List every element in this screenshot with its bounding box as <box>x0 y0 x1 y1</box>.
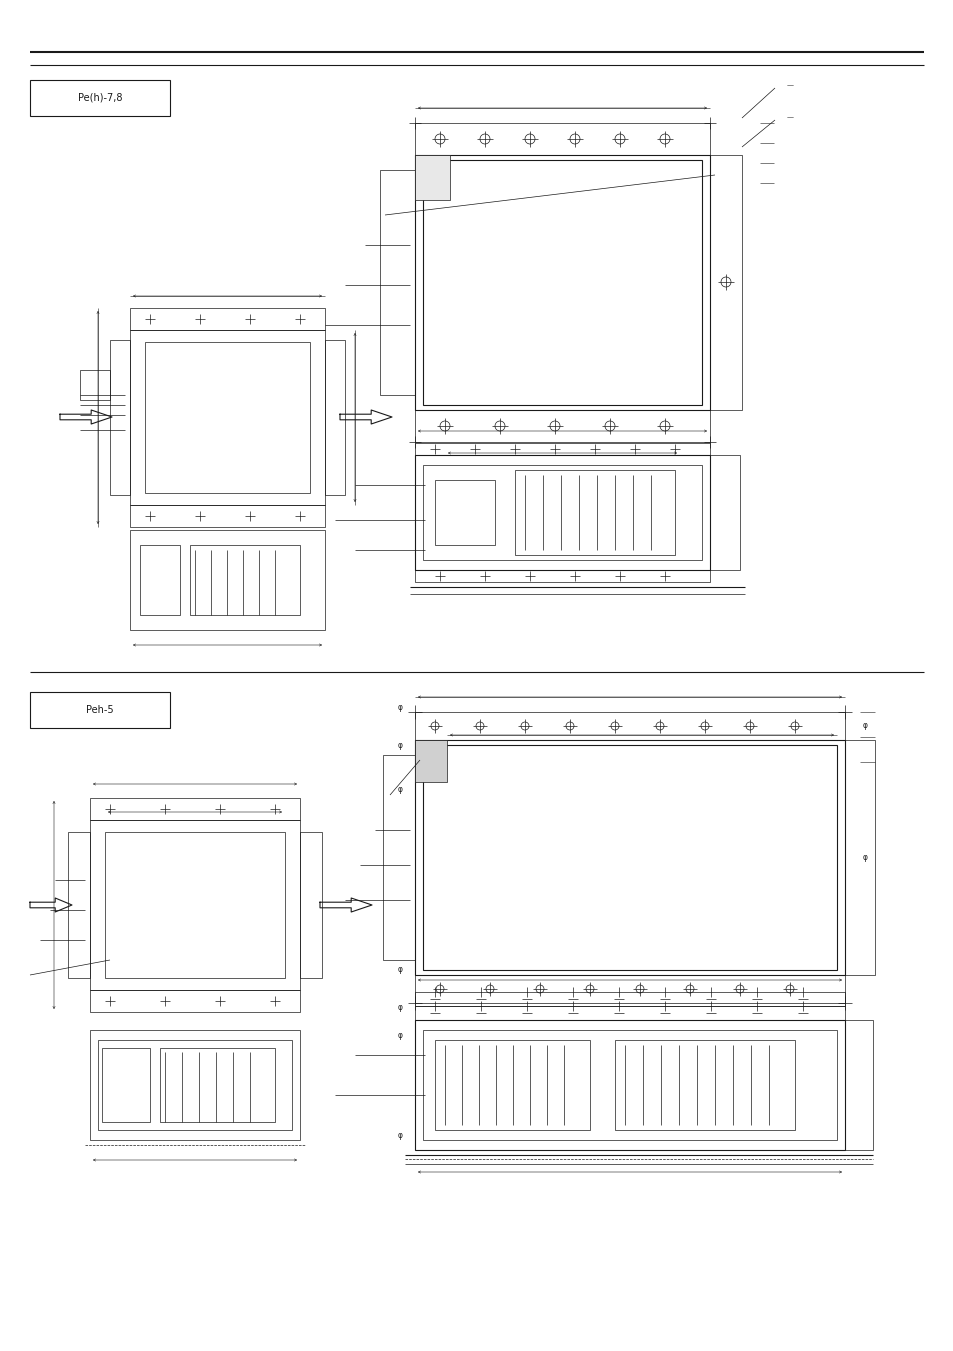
Bar <box>415 712 844 740</box>
Bar <box>190 544 299 615</box>
Bar <box>422 744 836 970</box>
Bar <box>435 480 495 544</box>
Bar <box>68 832 90 978</box>
Bar <box>415 455 709 570</box>
Bar <box>105 832 285 978</box>
Bar <box>415 443 709 455</box>
Bar <box>110 340 130 494</box>
Bar <box>90 820 299 990</box>
Bar <box>90 1029 299 1140</box>
Bar <box>415 740 844 975</box>
Bar <box>435 1040 589 1129</box>
Bar <box>415 409 709 442</box>
Bar <box>415 740 447 782</box>
Text: φ: φ <box>397 1004 402 1012</box>
Text: —: — <box>785 82 793 88</box>
Text: φ: φ <box>397 1131 402 1139</box>
Bar <box>145 342 310 493</box>
Bar <box>382 755 415 961</box>
Bar <box>325 340 345 494</box>
Bar <box>422 465 701 561</box>
Bar <box>415 1020 844 1150</box>
Bar <box>80 370 110 400</box>
Bar <box>30 80 170 116</box>
Bar <box>30 692 170 728</box>
Bar <box>709 155 741 409</box>
Bar <box>130 308 325 330</box>
Bar <box>102 1048 150 1121</box>
Bar <box>379 170 415 394</box>
Text: φ: φ <box>397 966 402 974</box>
Bar <box>515 470 675 555</box>
Bar <box>415 155 709 409</box>
Bar <box>90 990 299 1012</box>
Bar <box>160 1048 274 1121</box>
Text: φ: φ <box>862 721 866 731</box>
Text: Pe(h)-7,8: Pe(h)-7,8 <box>77 93 122 103</box>
Bar <box>98 1040 292 1129</box>
Bar <box>709 455 740 570</box>
Bar <box>844 1020 872 1150</box>
Bar <box>90 798 299 820</box>
Text: φ: φ <box>862 852 866 862</box>
Bar <box>844 740 874 975</box>
Bar <box>130 505 325 527</box>
Bar <box>415 1006 844 1020</box>
Bar <box>299 832 322 978</box>
Bar <box>140 544 180 615</box>
Bar <box>415 123 709 155</box>
Bar <box>415 975 844 1002</box>
Bar <box>130 330 325 505</box>
Text: φ: φ <box>397 785 402 794</box>
Text: φ: φ <box>397 740 402 750</box>
Text: Peh-5: Peh-5 <box>86 705 113 715</box>
Text: —: — <box>785 113 793 120</box>
Bar <box>415 155 450 200</box>
Text: φ: φ <box>397 703 402 712</box>
Bar <box>422 1029 836 1140</box>
Bar <box>130 530 325 630</box>
Bar <box>615 1040 794 1129</box>
Bar <box>422 159 701 405</box>
Text: φ: φ <box>397 1031 402 1039</box>
Bar <box>415 570 709 582</box>
Bar <box>415 992 844 1006</box>
